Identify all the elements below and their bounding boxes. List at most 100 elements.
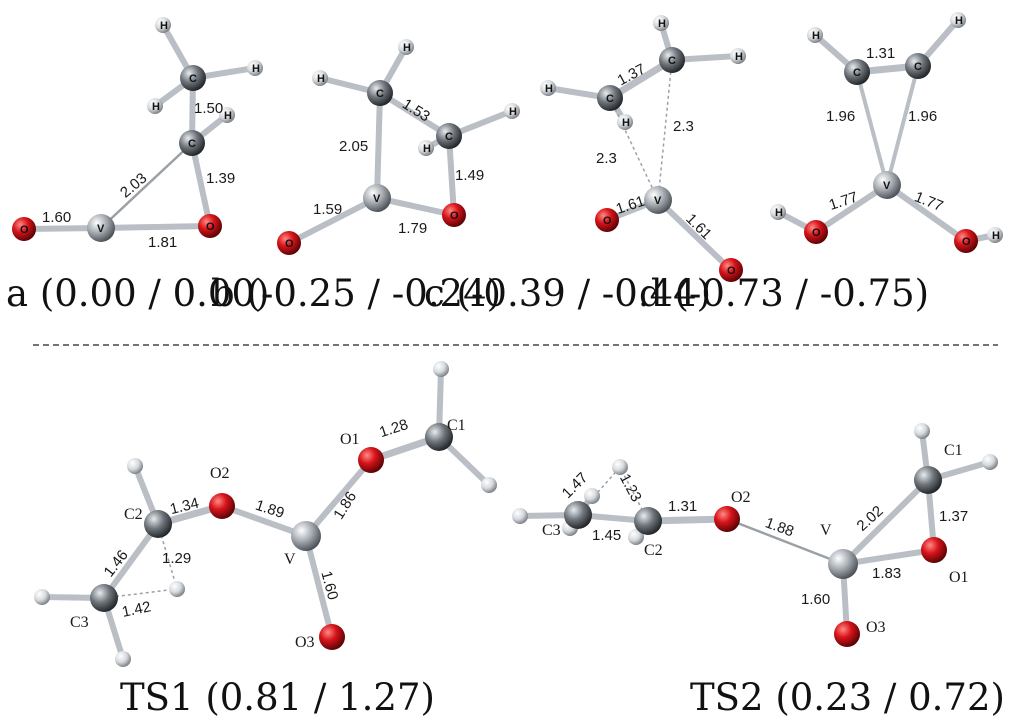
bond-length-label: 1.96 (908, 108, 937, 125)
bond-length-label: 1.23 (616, 471, 645, 505)
bond (100, 142, 193, 229)
atom-letter: C (853, 67, 861, 79)
oxygen-atom (719, 258, 743, 282)
atom-label-v: V (284, 551, 296, 568)
vanadium-atom (87, 214, 115, 242)
atom-letter: H (160, 20, 168, 32)
bond (303, 458, 374, 538)
hydrogen-atom (987, 227, 1003, 243)
hydrogen-atom (481, 477, 497, 493)
bond-length-label: 1.49 (455, 167, 484, 184)
hydrogen-atom (617, 114, 633, 130)
oxygen-atom (714, 506, 740, 532)
hydrogen-atom (433, 361, 449, 377)
bond-length-label: 1.60 (801, 591, 830, 608)
bond-length-label: 1.42 (120, 598, 152, 621)
molecule-b: H H H H C C O O V 1.53 2.05 1.49 1.59 1.… (277, 39, 520, 255)
caption-d: d (-0.73 / -0.75) (639, 272, 929, 315)
atom-letter: O (727, 265, 736, 277)
bond-length-label: 1.28 (377, 416, 410, 441)
oxygen-atom (209, 493, 235, 519)
hydrogen-atom (115, 651, 131, 667)
carbon-atom (597, 85, 623, 111)
carbon-atom (634, 507, 662, 535)
atom-letter: O (206, 221, 215, 233)
atom-letter: O (962, 236, 971, 248)
atom-letter: H (509, 106, 517, 118)
oxygen-atom (921, 537, 947, 563)
hydrogen-atom (512, 508, 528, 524)
bond-length-label: 1.60 (42, 209, 71, 226)
oxygen-atom (277, 231, 301, 255)
bond-dashed (577, 466, 621, 516)
atom-letter: O (603, 215, 612, 227)
carbon-atom (180, 65, 206, 91)
molecule-c: H H H H C C O O V 1.37 2.3 2.3 1.61 1.61 (540, 15, 746, 282)
carbon-atom (425, 423, 453, 451)
bond-length-label: 1.59 (313, 201, 342, 218)
bond-length-label: 1.81 (148, 234, 177, 251)
carbon-atom (367, 80, 393, 106)
atom-letter: H (735, 51, 743, 63)
bond-length-label: 1.29 (162, 550, 191, 567)
bond-length-label: 1.77 (827, 189, 860, 214)
bond-length-label: 1.86 (330, 489, 360, 523)
caption-c: c (-0.39 / -0.44) (424, 272, 711, 315)
bond-length-label: 1.83 (872, 565, 901, 582)
atom-letter: C (668, 55, 676, 67)
hydrogen-atom (584, 488, 600, 504)
molecule-d: H H H H C C O O V 1.31 1.96 1.96 1.77 1.… (770, 12, 1003, 253)
atom-letter: C (376, 88, 384, 100)
oxygen-atom (595, 208, 619, 232)
atom-letter: H (622, 117, 630, 129)
atom-label-o2: O2 (731, 489, 751, 506)
atom-letter: H (317, 73, 325, 85)
bond (101, 522, 161, 600)
vanadium-atom (873, 171, 901, 199)
bond-length-label: 1.45 (592, 527, 621, 544)
bond (855, 71, 889, 186)
atom-label-c1: C1 (447, 417, 466, 434)
bond (726, 517, 844, 566)
atom-label-o2: O2 (210, 465, 230, 482)
carbon-atom (564, 501, 592, 529)
hydrogen-atom (247, 60, 263, 76)
vanadium-atom (644, 186, 672, 214)
oxygen-atom (834, 621, 860, 647)
atom-letter: H (224, 110, 232, 122)
vanadium-atom (291, 521, 321, 551)
atom-letter: C (188, 138, 196, 150)
hydrogen-atom (770, 204, 786, 220)
hydrogen-atom (950, 12, 966, 28)
carbon-atom (90, 584, 118, 612)
bond-length-label: 1.61 (614, 193, 647, 218)
hydrogen-atom (807, 27, 823, 43)
hydrogen-atom (914, 423, 930, 439)
bond-length-label: 1.31 (866, 45, 895, 62)
carbon-atom (914, 466, 942, 494)
carbon-atom (659, 47, 685, 73)
bond-dashed (157, 523, 178, 590)
bond (374, 92, 383, 199)
carbon-atom (905, 53, 931, 79)
atom-letter: C (914, 61, 922, 73)
hydrogen-atom (612, 459, 628, 475)
atom-label-c2: C2 (124, 506, 143, 523)
atom-letter: H (658, 18, 666, 30)
hydrogen-atom (504, 103, 520, 119)
atom-letter: H (545, 83, 553, 95)
oxygen-atom (319, 624, 345, 650)
bond (842, 547, 935, 567)
caption-ts1: TS1 (0.81 / 1.27) (120, 676, 435, 719)
bond-length-label: 1.96 (826, 108, 855, 125)
bond-length-label: 2.3 (673, 118, 694, 135)
hydrogen-atom (628, 529, 644, 545)
atom-label-o1: O1 (340, 431, 360, 448)
atom-letter: H (775, 207, 783, 219)
atom-letter: O (285, 238, 294, 250)
atom-label-c2: C2 (644, 542, 663, 559)
molecule-ts2: C1 C2 C3 O1 O2 O3 V 1.47 1.23 1.31 1.45 … (512, 423, 998, 647)
atom-label-c3: C3 (542, 522, 561, 539)
atom-letter: O (812, 227, 821, 239)
